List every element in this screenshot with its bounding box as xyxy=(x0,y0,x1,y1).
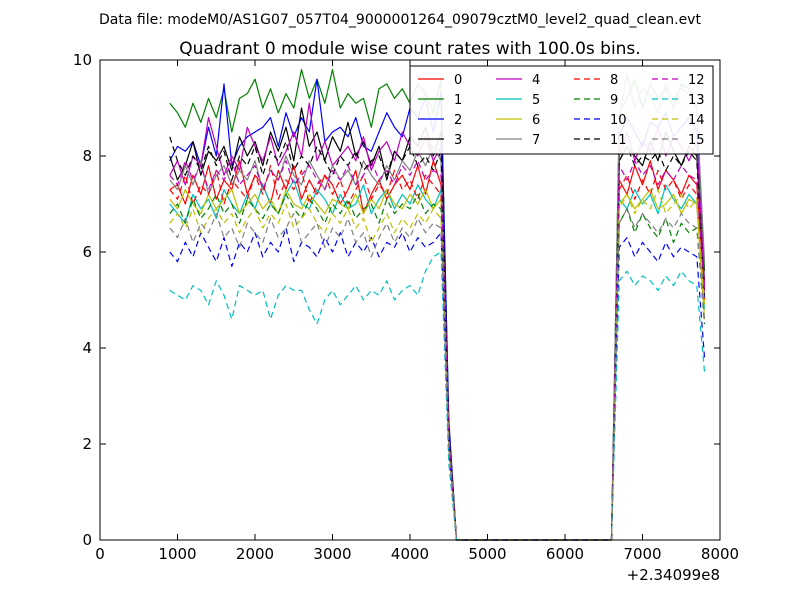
legend-label-12: 12 xyxy=(688,73,705,88)
x-tick-label: 3000 xyxy=(313,545,351,563)
chart-title: Quadrant 0 module wise count rates with … xyxy=(179,39,640,59)
x-tick-label: 5000 xyxy=(468,545,506,563)
series-line-9 xyxy=(169,193,706,541)
x-axis-ticks: 0 1000 2000 3000 4000 5000 6000 7000 8000 xyxy=(95,60,739,563)
x-tick-label: 2000 xyxy=(236,545,274,563)
legend-label-14: 14 xyxy=(688,113,705,128)
legend-label-9: 9 xyxy=(610,93,618,108)
y-tick-label: 0 xyxy=(82,531,92,549)
y-tick-label: 2 xyxy=(82,435,92,453)
series-line-4 xyxy=(169,102,706,541)
series-line-11 xyxy=(169,136,706,541)
y-tick-label: 4 xyxy=(82,339,92,357)
series-line-0 xyxy=(169,160,706,541)
y-tick-label: 8 xyxy=(82,147,92,165)
x-tick-label: 8000 xyxy=(701,545,739,563)
legend-label-13: 13 xyxy=(688,93,705,108)
series-line-15 xyxy=(169,208,706,541)
plot-frame xyxy=(99,59,721,541)
legend-label-3: 3 xyxy=(454,133,462,148)
legend-label-11: 11 xyxy=(610,133,627,148)
legend-label-1: 1 xyxy=(454,93,462,108)
legend-label-5: 5 xyxy=(532,93,540,108)
series-line-14 xyxy=(169,189,706,541)
series-line-5 xyxy=(169,179,706,541)
legend-label-10: 10 xyxy=(610,113,627,128)
legend-label-6: 6 xyxy=(532,113,540,128)
x-tick-label: 1000 xyxy=(158,545,196,563)
y-tick-label: 6 xyxy=(82,243,92,261)
x-tick-label: 7000 xyxy=(623,545,661,563)
legend-label-7: 7 xyxy=(532,133,540,148)
legend-label-2: 2 xyxy=(454,113,462,128)
x-tick-label: 4000 xyxy=(391,545,429,563)
figure-suptitle: Data file: modeM0/AS1G07_057T04_90000012… xyxy=(99,12,701,28)
series-line-8 xyxy=(169,165,706,541)
legend-label-8: 8 xyxy=(610,73,618,88)
series-line-13 xyxy=(169,251,706,541)
legend-label-4: 4 xyxy=(532,73,540,88)
series-line-6 xyxy=(169,189,706,541)
series-line-12 xyxy=(169,160,706,541)
legend-label-0: 0 xyxy=(454,73,462,88)
legend-label-15: 15 xyxy=(688,133,705,148)
x-tick-label: 0 xyxy=(95,545,105,563)
y-tick-label: 10 xyxy=(73,51,92,69)
series-line-10 xyxy=(169,227,706,541)
x-tick-label: 6000 xyxy=(546,545,584,563)
x-offset-label: +2.34099e8 xyxy=(627,566,720,584)
